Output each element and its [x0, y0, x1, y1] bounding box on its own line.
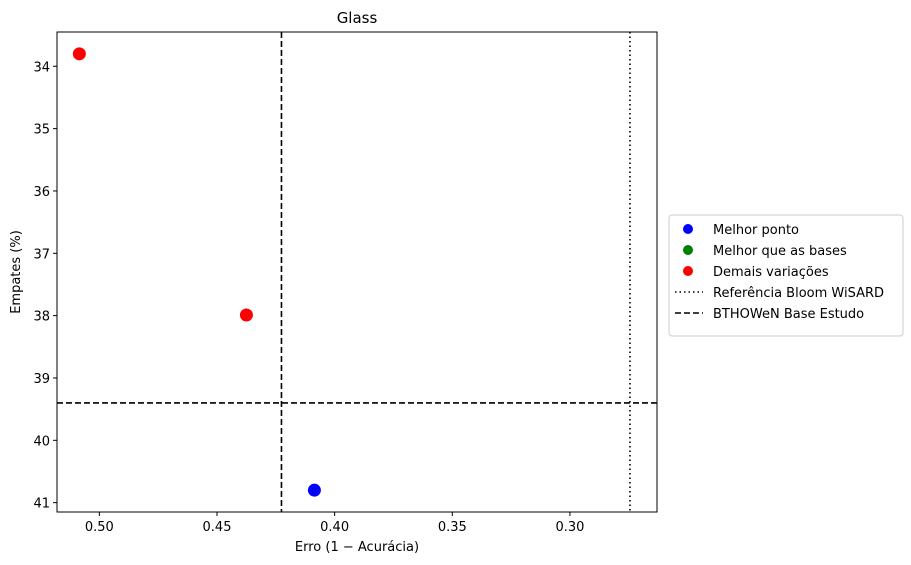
x-tick-label: 0.35 [438, 520, 467, 535]
reference-lines [57, 32, 657, 512]
x-tick-label: 0.30 [555, 520, 584, 535]
y-tick-label: 35 [33, 123, 50, 138]
legend-label: BTHOWeN Base Estudo [713, 307, 864, 322]
legend-marker [683, 266, 693, 276]
y-tick-label: 34 [33, 60, 50, 75]
y-tick-label: 40 [33, 434, 50, 449]
y-tick-label: 39 [33, 372, 50, 387]
y-tick-label: 37 [33, 247, 50, 262]
legend-label: Melhor ponto [713, 223, 799, 238]
x-tick-label: 0.50 [85, 520, 114, 535]
legend-label: Referência Bloom WiSARD [713, 286, 884, 301]
legend-marker [683, 224, 693, 234]
x-axis-label: Erro (1 − Acurácia) [295, 540, 419, 555]
legend-label: Melhor que as bases [713, 244, 847, 259]
legend-marker [683, 245, 693, 255]
legend-label: Demais variações [713, 265, 829, 280]
y-tick-label: 36 [33, 185, 50, 200]
data-points [72, 47, 321, 497]
legend: Melhor ponto Melhor que as bases Demais va… [668, 214, 904, 337]
y-axis-ticks: 34 35 36 37 38 39 40 41 [33, 60, 57, 512]
x-tick-label: 0.40 [320, 520, 349, 535]
legend-box [668, 214, 904, 337]
plot-frame [56, 31, 658, 513]
y-tick-label: 41 [33, 497, 50, 512]
data-point-2-1 [239, 308, 253, 322]
y-axis-label: Empates (%) [9, 230, 24, 314]
x-tick-label: 0.45 [203, 520, 232, 535]
data-point-2-0 [72, 47, 86, 61]
x-axis-ticks: 0.50 0.45 0.40 0.35 0.30 [85, 512, 584, 535]
chart-title: Glass [337, 9, 378, 27]
data-point-0-0 [307, 483, 321, 497]
y-tick-label: 38 [33, 310, 50, 325]
